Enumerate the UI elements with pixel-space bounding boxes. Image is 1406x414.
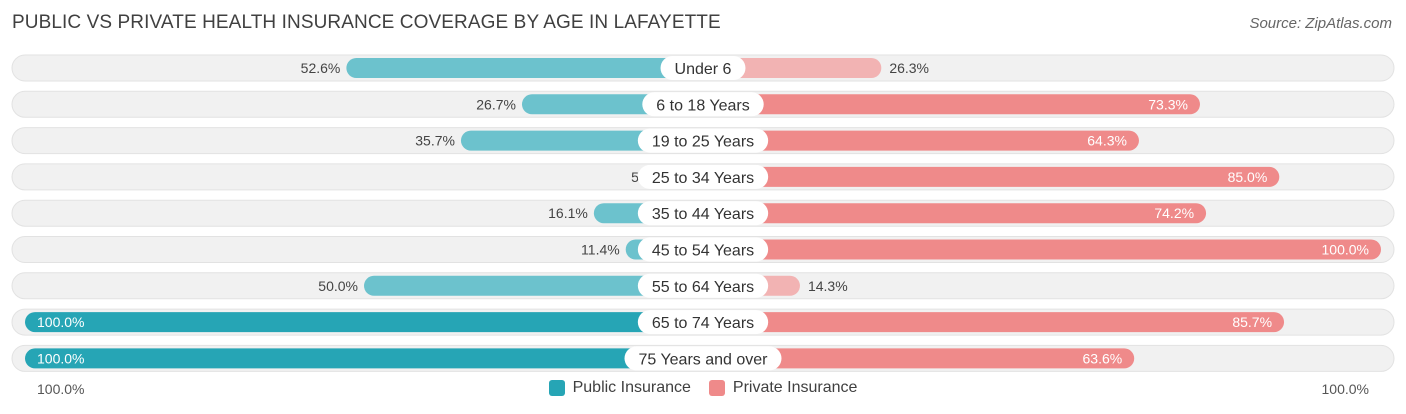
bar-private <box>703 348 1135 369</box>
bar-private <box>703 130 1139 151</box>
chart: 52.6% 26.3% Under 6 26.7% 73.3% 6 to 18 Years… <box>11 54 1395 372</box>
value-label-private: 64.3% <box>1087 133 1127 149</box>
category-pill <box>637 310 769 335</box>
category-pill <box>637 201 769 226</box>
value-label-public: 52.6% <box>301 60 341 76</box>
bar-row: 35.7% 64.3% 19 to 25 Years <box>11 127 1395 155</box>
value-label-private: 100.0% <box>1322 242 1369 258</box>
axis-left-label: 100.0% <box>37 381 85 397</box>
category-pill <box>660 56 746 80</box>
value-label-private: 14.3% <box>808 278 848 294</box>
legend-item-public: Public Insurance <box>548 379 691 397</box>
category-label: 65 to 74 Years <box>652 315 754 332</box>
value-label-private: 74.2% <box>1154 205 1194 221</box>
value-label-public: 100.0% <box>37 314 84 330</box>
bar-private <box>703 312 1285 333</box>
category-label: 6 to 18 Years <box>656 97 749 114</box>
category-label: 19 to 25 Years <box>652 134 754 151</box>
bar-public <box>25 348 703 369</box>
legend: Public Insurance Private Insurance <box>0 379 1406 397</box>
bar-private <box>703 94 1200 115</box>
legend-label-public: Public Insurance <box>572 379 691 396</box>
axis-right-label: 100.0% <box>1321 381 1369 397</box>
bar-row: 26.7% 73.3% 6 to 18 Years <box>11 90 1395 118</box>
category-pill <box>637 237 769 262</box>
category-label: 35 to 44 Years <box>652 206 754 223</box>
source-label: Source: ZipAtlas.com <box>1249 15 1392 32</box>
value-label-public: 50.0% <box>318 278 358 294</box>
chart-title: PUBLIC VS PRIVATE HEALTH INSURANCE COVER… <box>12 12 721 33</box>
bar-row: 11.4% 100.0% 45 to 54 Years <box>11 236 1395 263</box>
value-label-private: 85.7% <box>1232 314 1272 330</box>
bar-private <box>703 203 1207 224</box>
value-label-private: 63.6% <box>1083 350 1123 366</box>
category-pill <box>624 346 782 371</box>
category-label: 25 to 34 Years <box>652 170 754 187</box>
category-label: Under 6 <box>675 61 732 78</box>
category-pill <box>637 273 769 298</box>
value-label-public: 16.1% <box>548 205 588 221</box>
category-pill <box>642 92 764 117</box>
bar-row: 52.6% 26.3% Under 6 <box>11 54 1395 82</box>
legend-label-private: Private Insurance <box>732 379 858 396</box>
category-pill <box>637 128 769 153</box>
value-label-private: 85.0% <box>1228 169 1268 185</box>
bar-public <box>25 312 703 333</box>
value-label-public: 100.0% <box>37 350 84 366</box>
legend-swatch-private <box>708 380 725 396</box>
bar-private <box>703 239 1381 260</box>
bar-private <box>703 166 1280 187</box>
category-label: 75 Years and over <box>639 351 769 368</box>
bar-public <box>346 58 703 78</box>
value-label-private: 26.3% <box>889 60 929 76</box>
category-label: 45 to 54 Years <box>652 243 754 260</box>
category-pill <box>637 164 769 189</box>
category-label: 55 to 64 Years <box>652 279 754 296</box>
bar-row: 100.0% 85.7% 65 to 74 Years <box>11 308 1395 336</box>
value-label-public: 26.7% <box>476 96 516 112</box>
value-label-private: 73.3% <box>1148 96 1188 112</box>
bar-row: 16.1% 74.2% 35 to 44 Years <box>11 199 1395 227</box>
bar-row: 100.0% 63.6% 75 Years and over <box>11 344 1395 372</box>
bar-public <box>364 275 703 296</box>
value-label-public: 35.7% <box>415 133 455 149</box>
bar-row: 50.0% 14.3% 55 to 64 Years <box>11 272 1395 300</box>
legend-swatch-public <box>548 380 565 396</box>
value-label-public: 11.4% <box>581 242 620 258</box>
legend-item-private: Private Insurance <box>708 379 858 397</box>
bar-row: 5.0%85.0%25 to 34 Years <box>11 163 1395 191</box>
bar-private <box>703 58 882 78</box>
